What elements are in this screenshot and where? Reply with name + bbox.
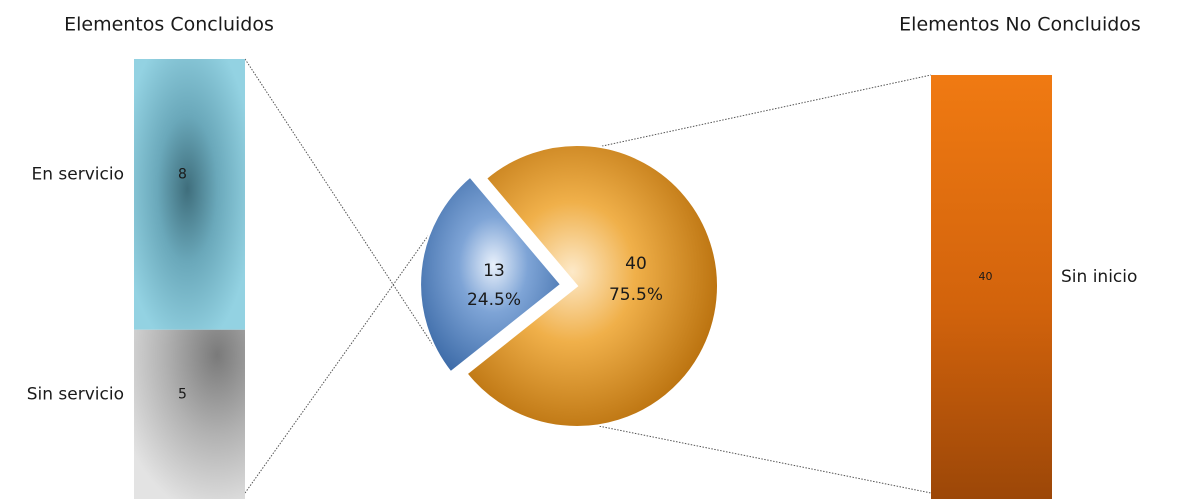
bar-segment-label: Sin inicio	[1061, 267, 1137, 287]
bar-segment-sin-servicio	[134, 329, 245, 499]
connector-line-top-left	[244, 58, 452, 373]
bar-segment-value: 8	[178, 166, 187, 182]
bar-segment-sin-inicio	[931, 75, 1052, 499]
pie-slice-concluidos	[419, 175, 563, 374]
pie-value-label: 40	[625, 254, 647, 274]
bar-segment-label: Sin servicio	[27, 384, 124, 404]
bar-title-left: Elementos Concluidos	[64, 14, 274, 36]
bar-title-right: Elementos No Concluidos	[899, 14, 1141, 36]
bar-segment-value: 40	[979, 270, 993, 283]
pie-value-label: 13	[483, 261, 505, 281]
bar-segment-label: En servicio	[32, 164, 124, 184]
bar-segment-value: 5	[178, 386, 187, 402]
pie-percent-label: 24.5%	[467, 290, 521, 310]
pie-percent-label: 75.5%	[609, 285, 663, 305]
connector-line-bottom-right	[596, 425, 932, 494]
connector-line-top-right	[598, 74, 932, 148]
pie-slice-no-concluidos	[465, 144, 719, 428]
bar-segment-en-servicio	[134, 59, 245, 330]
